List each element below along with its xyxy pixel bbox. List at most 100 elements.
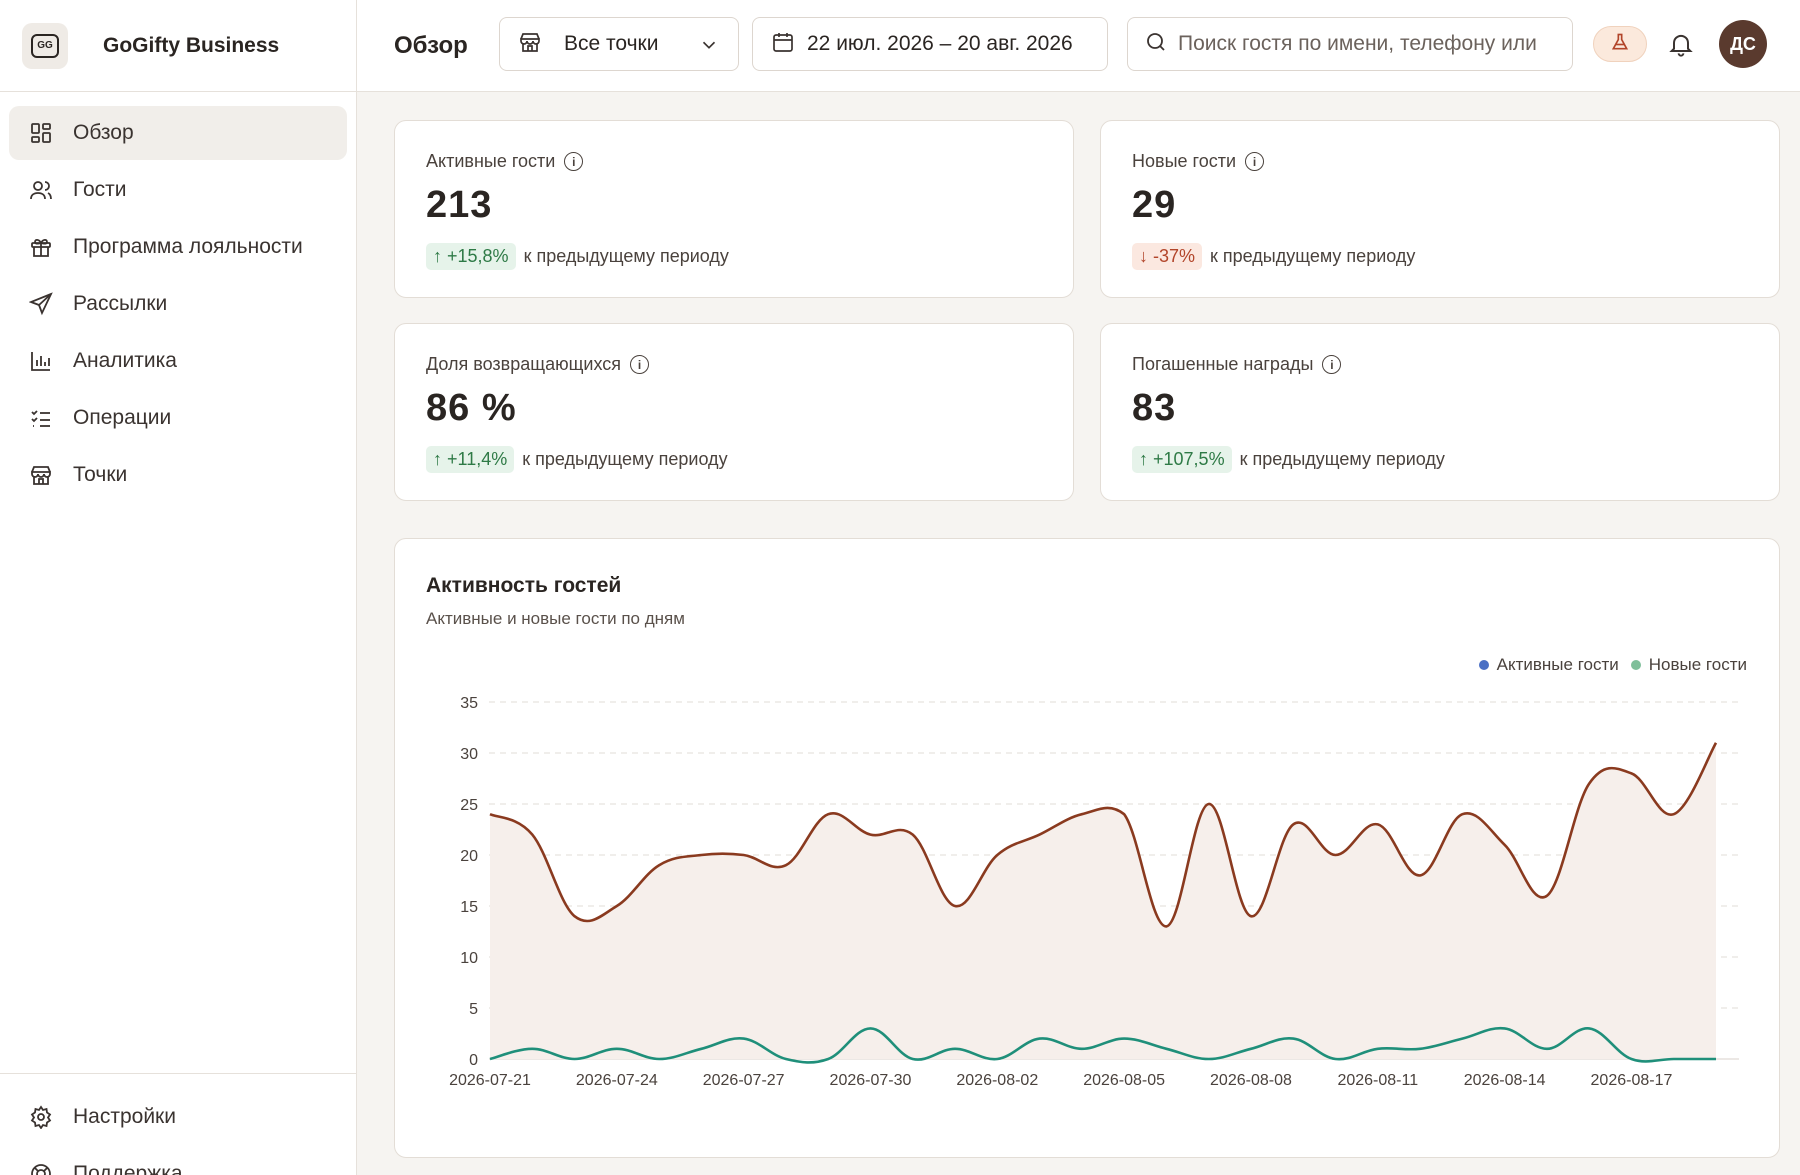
x-tick-label: 2026-07-27 bbox=[703, 1072, 785, 1089]
stat-delta-note: к предыдущему периоду bbox=[1210, 246, 1416, 266]
stat-delta-note: к предыдущему периоду bbox=[1239, 449, 1445, 469]
info-icon[interactable]: i bbox=[1322, 355, 1342, 374]
legend-label: Активные гости bbox=[1496, 655, 1619, 674]
store-icon bbox=[27, 461, 55, 489]
sidebar-item-points[interactable]: Точки bbox=[9, 448, 347, 502]
labs-button[interactable] bbox=[1593, 26, 1647, 62]
series-area bbox=[490, 742, 1716, 1059]
info-icon[interactable]: i bbox=[564, 152, 584, 171]
stat-delta-value: +11,4% bbox=[447, 449, 508, 469]
y-tick-label: 5 bbox=[469, 1001, 478, 1018]
info-icon[interactable]: i bbox=[630, 355, 649, 374]
stat-title: Погашенные награды bbox=[1132, 354, 1314, 374]
stat-delta-value: -37% bbox=[1153, 246, 1196, 266]
y-tick-label: 15 bbox=[460, 899, 478, 916]
brand-name: GoGifty Business bbox=[103, 33, 280, 57]
sidebar-item-label: Аналитика bbox=[73, 349, 177, 372]
calendar-icon bbox=[771, 30, 795, 59]
sidebar-nav: Обзор Гости Программа лояльности Рассылк… bbox=[0, 92, 356, 502]
sidebar-item-mailings[interactable]: Рассылки bbox=[9, 277, 347, 331]
stat-card-new-guests: Новые гости i 29 ↓ -37% к предыдущему пер… bbox=[1100, 120, 1780, 298]
sidebar-item-overview[interactable]: Обзор bbox=[9, 106, 347, 160]
stat-delta-note: к предыдущему периоду bbox=[522, 449, 728, 469]
bell-icon[interactable] bbox=[1667, 30, 1695, 63]
brand-logo-text: GG bbox=[31, 33, 59, 58]
x-tick-label: 2026-08-02 bbox=[956, 1072, 1038, 1089]
sidebar-item-label: Рассылки bbox=[73, 292, 168, 315]
sidebar-item-label: Поддержка bbox=[73, 1162, 183, 1175]
x-tick-label: 2026-07-21 bbox=[449, 1072, 531, 1089]
location-select-value: Все точки bbox=[564, 32, 659, 55]
send-icon bbox=[27, 290, 55, 318]
search-icon bbox=[1144, 30, 1168, 59]
y-tick-label: 25 bbox=[460, 797, 478, 814]
y-tick-label: 10 bbox=[460, 950, 478, 967]
checklist-icon bbox=[27, 404, 55, 432]
chart-subtitle: Активные и новые гости по дням bbox=[426, 609, 685, 628]
brand: GG GoGifty Business bbox=[0, 0, 356, 92]
stat-title: Доля возвращающихся bbox=[426, 354, 621, 374]
sidebar-item-label: Обзор bbox=[73, 121, 134, 144]
legend-item-active[interactable]: Активные гости bbox=[1478, 655, 1619, 675]
users-icon bbox=[27, 176, 55, 204]
legend-label: Новые гости bbox=[1648, 655, 1747, 674]
date-range-value: 22 июл. 2026 – 20 авг. 2026 bbox=[807, 32, 1073, 55]
x-tick-label: 2026-07-24 bbox=[576, 1072, 658, 1089]
sidebar-item-label: Настройки bbox=[73, 1105, 176, 1128]
date-range-picker[interactable]: 22 июл. 2026 – 20 авг. 2026 bbox=[752, 17, 1108, 71]
chevron-down-icon bbox=[698, 34, 720, 61]
x-tick-label: 2026-08-14 bbox=[1464, 1072, 1546, 1089]
stat-delta-badge: ↓ -37% bbox=[1132, 243, 1203, 270]
stat-delta-value: +15,8% bbox=[447, 246, 509, 266]
stat-title: Активные гости bbox=[426, 151, 556, 171]
sidebar-item-settings[interactable]: Настройки bbox=[9, 1090, 347, 1144]
legend-dot bbox=[1630, 660, 1641, 670]
stat-delta-badge: ↑ +107,5% bbox=[1132, 446, 1232, 473]
location-select[interactable]: Все точки bbox=[499, 17, 739, 71]
sidebar-item-operations[interactable]: Операции bbox=[9, 391, 347, 445]
x-tick-label: 2026-08-11 bbox=[1337, 1072, 1418, 1089]
store-icon bbox=[518, 30, 542, 59]
legend-dot bbox=[1478, 660, 1489, 670]
y-tick-label: 20 bbox=[460, 848, 478, 865]
sidebar-item-support[interactable]: Поддержка bbox=[9, 1147, 347, 1175]
stat-value: 86 % bbox=[426, 387, 517, 429]
sidebar-item-analytics[interactable]: Аналитика bbox=[9, 334, 347, 388]
stat-card-returning-share: Доля возвращающихся i 86 % ↑ +11,4% к пре… bbox=[394, 323, 1074, 501]
y-tick-label: 0 bbox=[469, 1052, 478, 1069]
stat-delta-value: +107,5% bbox=[1153, 449, 1225, 469]
info-icon[interactable]: i bbox=[1245, 152, 1265, 171]
stat-value: 213 bbox=[426, 184, 493, 226]
series-line bbox=[489, 742, 1718, 928]
avatar[interactable]: ДС bbox=[1719, 20, 1767, 68]
stat-value: 29 bbox=[1132, 184, 1177, 226]
chart-legend: Активные гости Новые гости bbox=[1467, 655, 1747, 675]
x-tick-label: 2026-07-30 bbox=[830, 1072, 912, 1089]
x-tick-label: 2026-08-05 bbox=[1083, 1072, 1165, 1089]
page-title: Обзор bbox=[394, 31, 468, 59]
gear-icon bbox=[27, 1103, 55, 1131]
bar-chart-icon bbox=[27, 347, 55, 375]
series-line bbox=[489, 1026, 1716, 1064]
flask-icon bbox=[1610, 32, 1630, 57]
stat-delta-note: к предыдущему периоду bbox=[523, 246, 729, 266]
legend-item-new[interactable]: Новые гости bbox=[1630, 655, 1747, 675]
x-tick-label: 2026-08-08 bbox=[1210, 1072, 1292, 1089]
y-tick-label: 35 bbox=[460, 695, 478, 712]
guest-search[interactable] bbox=[1127, 17, 1573, 71]
search-input[interactable] bbox=[1178, 32, 1558, 56]
guest-activity-chart-card: Активность гостей Активные и новые гости… bbox=[394, 538, 1780, 1158]
sidebar-item-label: Операции bbox=[73, 406, 172, 429]
sidebar-item-label: Программа лояльности bbox=[73, 235, 303, 258]
sidebar-item-loyalty[interactable]: Программа лояльности bbox=[9, 220, 347, 274]
stat-card-redeemed-rewards: Погашенные награды i 83 ↑ +107,5% к преды… bbox=[1100, 323, 1780, 501]
sidebar-item-label: Точки bbox=[73, 463, 128, 486]
top-header: Обзор Все точки 22 июл. 2026 – 20 авг. 2… bbox=[357, 0, 1800, 92]
stat-card-active-guests: Активные гости i 213 ↑ +15,8% к предыдуще… bbox=[394, 120, 1074, 298]
stat-delta-badge: ↑ +11,4% bbox=[426, 446, 515, 473]
line-chart: 0 5 10 15 20 25 30 35 2026-07-21 2026-07-24 2026-0… bbox=[449, 695, 1739, 1089]
x-tick-label: 2026-08-17 bbox=[1591, 1072, 1673, 1089]
brand-logo[interactable]: GG bbox=[22, 22, 68, 69]
sidebar-item-guests[interactable]: Гости bbox=[9, 163, 347, 217]
stat-value: 83 bbox=[1132, 387, 1177, 429]
